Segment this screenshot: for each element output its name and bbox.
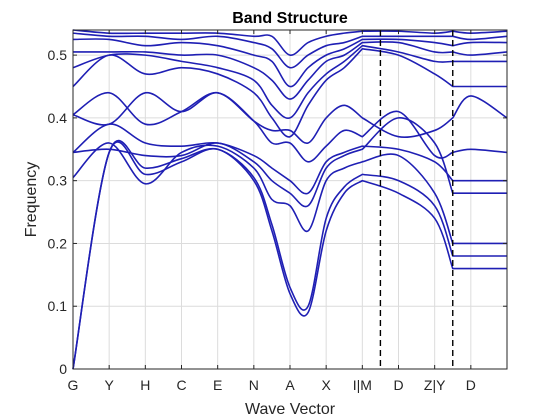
- high-symmetry-markers: [379, 30, 454, 369]
- grid: [72, 30, 507, 370]
- y-tick-label-1: 0.1: [48, 298, 68, 314]
- band-line-2: [72, 140, 507, 370]
- band-line-11: [72, 38, 508, 88]
- y-tick-label-4: 0.4: [48, 110, 68, 126]
- chart-title: Band Structure: [232, 10, 348, 27]
- x-tick-label-0: G: [68, 377, 79, 393]
- x-tick-label-3: C: [176, 377, 186, 393]
- x-tick-label-5: N: [249, 377, 259, 393]
- x-tick-label-2: H: [140, 377, 150, 393]
- band-line-1: [72, 141, 507, 370]
- y-tick-label-0: 0: [59, 361, 67, 377]
- x-tick-label-1: Y: [104, 377, 114, 393]
- x-tick-label-4: E: [213, 377, 222, 393]
- y-tick-label-2: 0.2: [48, 235, 68, 251]
- x-tick-label-8: I|M: [353, 377, 372, 393]
- x-tick-label-6: A: [285, 377, 295, 393]
- band-line-6: [72, 91, 508, 163]
- x-tick-label-9: D: [393, 377, 403, 393]
- x-tick-label-10: Z|Y: [424, 377, 446, 393]
- band-line-10: [73, 41, 508, 100]
- y-axis-label: Frequency: [23, 162, 40, 238]
- x-axis-ticks: G Y H C E N A X I|M D Z|Y D: [68, 30, 476, 393]
- band-lines: [72, 29, 508, 370]
- y-tick-label-5: 0.5: [48, 47, 68, 63]
- band-line-7: [72, 91, 508, 144]
- x-tick-label-7: X: [321, 377, 331, 393]
- band-line-3: [72, 142, 507, 245]
- x-tick-label-11: D: [466, 377, 476, 393]
- band-line-9: [72, 44, 507, 120]
- band-line-12: [72, 32, 508, 69]
- x-axis-label: Wave Vector: [245, 401, 336, 418]
- y-axis-ticks: 0 0.1 0.2 0.3 0.4 0.5: [48, 47, 507, 377]
- band-line-5: [72, 123, 507, 195]
- band-line-13: [72, 29, 508, 56]
- y-tick-label-3: 0.3: [48, 173, 68, 189]
- band-line-8: [72, 48, 507, 138]
